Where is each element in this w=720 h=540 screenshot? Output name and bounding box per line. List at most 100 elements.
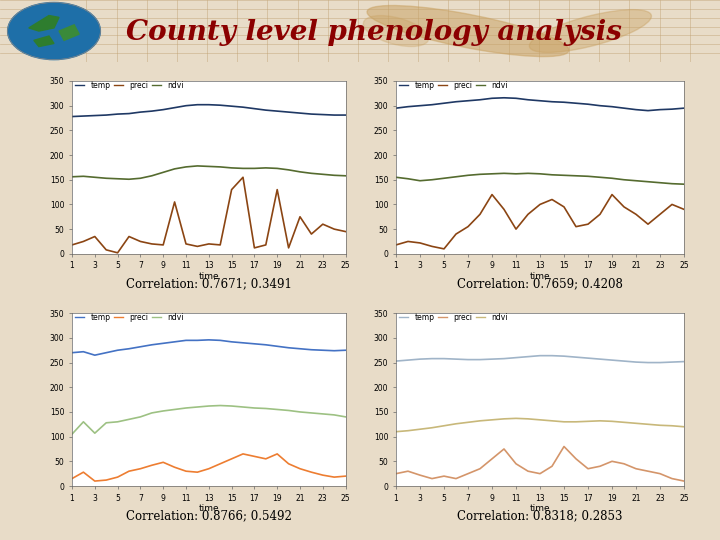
temp [91, 352, 99, 359]
X-axis label: time: time [530, 272, 550, 281]
ndvi [193, 404, 202, 410]
Circle shape [8, 3, 100, 59]
Text: Correlation: 0.7671; 0.3491: Correlation: 0.7671; 0.3491 [126, 277, 292, 290]
preci [644, 221, 652, 227]
ndvi [428, 177, 436, 183]
temp [136, 343, 145, 350]
preci [572, 456, 580, 462]
Line: ndvi: ndvi [396, 173, 684, 184]
preci [667, 201, 676, 208]
ndvi [487, 416, 496, 423]
preci [261, 456, 270, 462]
ndvi [464, 172, 472, 179]
ndvi [125, 176, 133, 183]
ndvi [451, 421, 460, 427]
temp [148, 342, 156, 348]
preci [238, 451, 248, 457]
ndvi [680, 423, 688, 430]
ndvi [181, 164, 190, 170]
preci [631, 465, 640, 472]
preci [536, 201, 544, 208]
temp [440, 355, 449, 362]
preci [79, 238, 88, 245]
ndvi [464, 419, 472, 426]
temp [572, 354, 580, 360]
ndvi [667, 180, 676, 187]
temp [680, 359, 688, 365]
ndvi [476, 171, 485, 178]
ndvi [68, 431, 76, 437]
ndvi [476, 417, 485, 424]
ndvi [584, 418, 593, 424]
preci [404, 468, 413, 475]
ndvi [595, 417, 604, 424]
preci [102, 477, 111, 483]
preci [273, 186, 282, 193]
preci [476, 211, 485, 218]
temp [631, 106, 640, 113]
preci [250, 453, 258, 460]
temp [548, 98, 557, 105]
temp [536, 98, 544, 104]
ndvi [159, 169, 168, 176]
temp [284, 109, 293, 116]
temp [113, 347, 122, 354]
temp [284, 345, 293, 351]
ndvi [91, 430, 99, 436]
preci [620, 461, 629, 467]
Legend: temp, preci, ndvi: temp, preci, ndvi [396, 78, 511, 93]
temp [608, 104, 616, 110]
ndvi [608, 175, 616, 181]
Line: temp: temp [396, 98, 684, 111]
temp [79, 348, 88, 355]
preci [428, 475, 436, 482]
preci [113, 249, 122, 256]
Line: ndvi: ndvi [72, 166, 346, 179]
Line: ndvi: ndvi [396, 418, 684, 431]
preci [330, 226, 338, 232]
temp [440, 100, 449, 106]
temp [91, 112, 99, 119]
preci [415, 472, 424, 478]
ndvi [440, 175, 449, 181]
preci [204, 241, 213, 247]
ndvi [487, 171, 496, 177]
ndvi [595, 174, 604, 180]
preci [159, 242, 168, 248]
temp [523, 353, 532, 360]
ndvi [250, 165, 258, 172]
Text: Correlation: 0.8318; 0.2853: Correlation: 0.8318; 0.2853 [457, 509, 623, 522]
temp [216, 337, 225, 343]
preci [548, 463, 557, 469]
preci [608, 191, 616, 198]
Line: temp: temp [72, 340, 346, 355]
temp [250, 105, 258, 112]
ndvi [536, 416, 544, 423]
preci [440, 246, 449, 252]
preci [181, 468, 190, 475]
temp [159, 340, 168, 347]
ndvi [392, 428, 400, 435]
ndvi [318, 411, 327, 417]
ndvi [404, 176, 413, 182]
temp [238, 340, 248, 346]
ndvi [536, 171, 544, 177]
temp [584, 101, 593, 107]
preci [181, 241, 190, 247]
temp [415, 356, 424, 362]
preci [523, 211, 532, 218]
preci [148, 241, 156, 247]
preci [79, 469, 88, 475]
preci [113, 474, 122, 481]
preci [136, 465, 145, 472]
preci [125, 233, 133, 240]
preci [584, 221, 593, 227]
preci [318, 472, 327, 478]
preci [487, 456, 496, 462]
preci [91, 233, 99, 240]
preci [159, 459, 168, 465]
preci [572, 224, 580, 230]
temp [307, 111, 315, 117]
preci [620, 204, 629, 210]
ndvi [572, 418, 580, 425]
